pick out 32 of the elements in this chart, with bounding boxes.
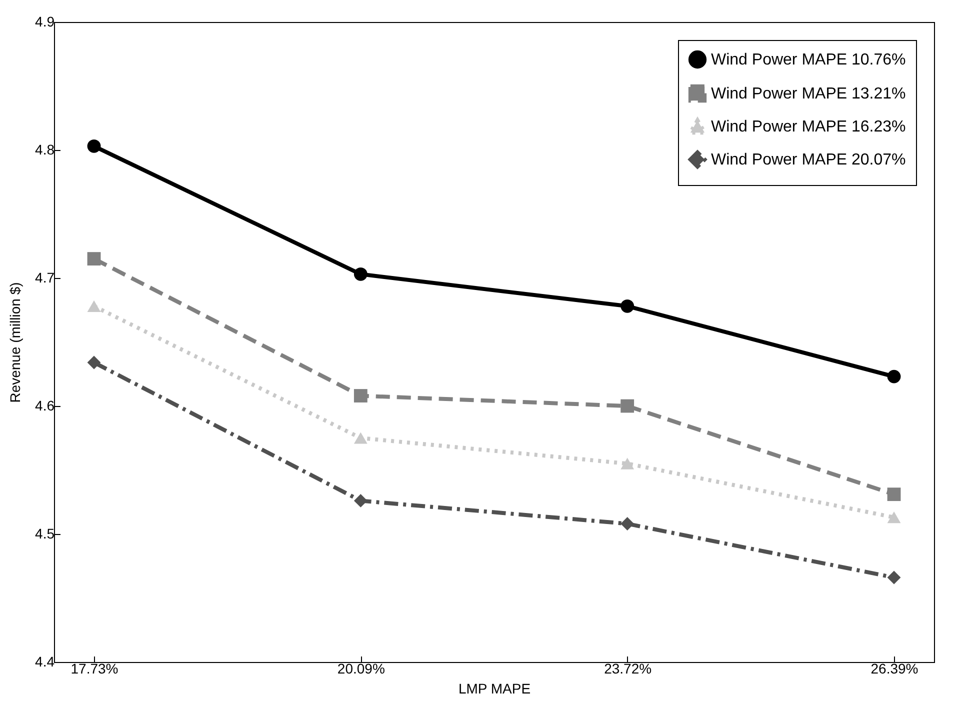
x-axis-title: LMP MAPE	[458, 680, 531, 696]
point	[887, 488, 901, 502]
y-tick-label: 4.5	[35, 526, 55, 542]
legend-label: Wind Power MAPE 10.76%	[711, 52, 906, 68]
y-tick-label: 4.7	[35, 270, 55, 286]
point	[620, 299, 634, 313]
point	[887, 570, 901, 584]
legend-label: Wind Power MAPE 20.07%	[711, 152, 906, 168]
point	[887, 512, 901, 524]
point	[87, 300, 101, 312]
point	[620, 517, 634, 530]
point	[354, 267, 368, 281]
x-tick-label: 23.72%	[604, 660, 652, 676]
point	[354, 494, 368, 508]
point	[87, 139, 101, 153]
point	[354, 432, 368, 444]
point	[620, 399, 634, 413]
x-tick-label: 20.09%	[337, 660, 385, 676]
point	[87, 252, 101, 266]
y-tick-label: 4.9	[35, 14, 55, 30]
point	[620, 458, 634, 470]
point	[354, 389, 368, 402]
legend-label: Wind Power MAPE 16.23%	[711, 118, 906, 136]
x-tick-label: 26.39%	[870, 660, 918, 676]
x-tick-label: 17.73%	[70, 660, 118, 676]
y-tick-label: 4.8	[35, 142, 55, 158]
point	[87, 356, 101, 370]
y-axis-title: Revenue (million $)	[7, 282, 24, 403]
point	[887, 370, 901, 384]
y-tick-label: 4.6	[35, 398, 55, 414]
y-tick-label: 4.4	[35, 654, 55, 670]
legend-label: Wind Power MAPE 13.21%	[711, 86, 906, 102]
